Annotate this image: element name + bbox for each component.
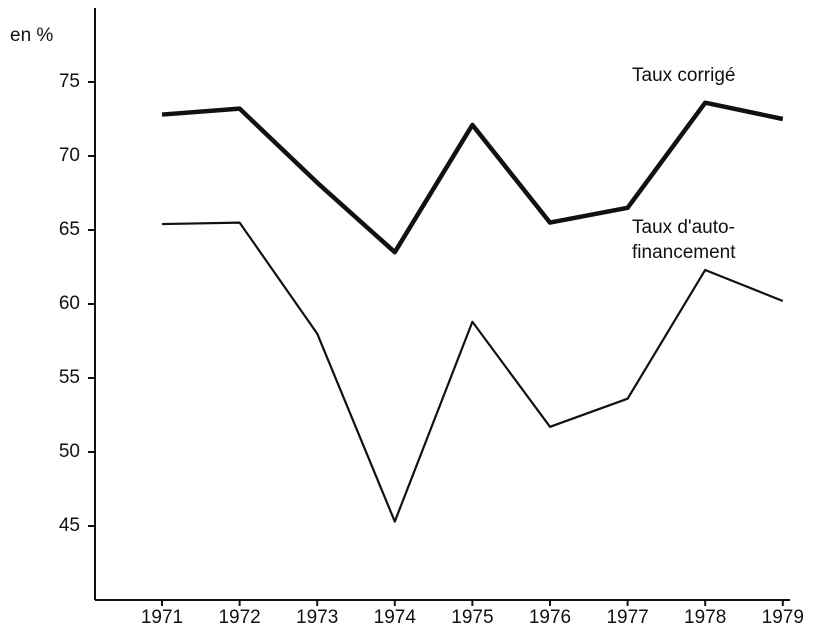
x-tick-label: 1974: [374, 607, 417, 628]
x-tick-label: 1979: [762, 607, 804, 628]
y-tick-label: 65: [59, 219, 80, 240]
series-line: [161, 221, 784, 523]
series-label: financement: [632, 242, 736, 263]
x-tick-label: 1975: [451, 607, 493, 628]
y-axis-label: en %: [10, 25, 53, 46]
y-tick-label: 70: [59, 145, 80, 166]
y-tick-label: 45: [59, 515, 80, 536]
series-line: [161, 100, 784, 255]
series-label: Taux d'auto-: [632, 217, 735, 238]
series-label: Taux corrigé: [632, 65, 736, 86]
x-tick-label: 1978: [684, 607, 726, 628]
y-tick-label: 60: [59, 293, 80, 314]
x-tick-label: 1973: [296, 607, 338, 628]
y-tick-label: 55: [59, 367, 80, 388]
x-tick-label: 1972: [218, 607, 260, 628]
x-tick-label: 1976: [529, 607, 571, 628]
x-tick-label: 1977: [606, 607, 648, 628]
y-tick-label: 50: [59, 441, 80, 462]
y-tick-label: 75: [59, 71, 80, 92]
x-tick-label: 1971: [141, 607, 183, 628]
